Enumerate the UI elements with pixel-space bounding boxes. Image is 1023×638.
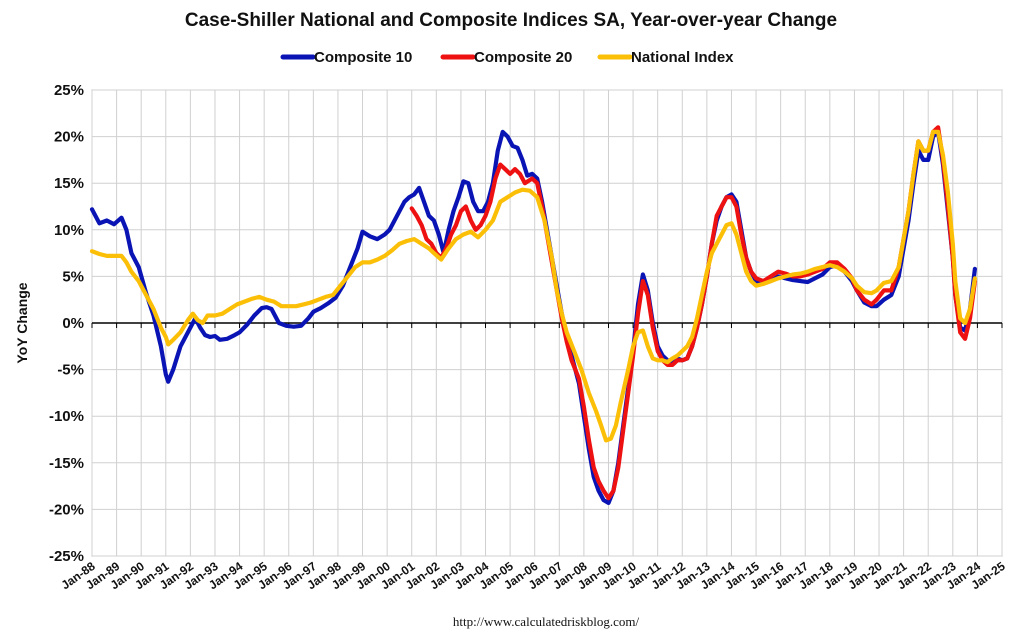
y-tick-label: -25% xyxy=(49,548,84,565)
zero-axis-group xyxy=(91,322,1003,328)
legend-label: Composite 10 xyxy=(314,49,412,66)
source-url: http://www.calculatedriskblog.com/ xyxy=(453,614,640,629)
series-line-2 xyxy=(409,125,977,501)
y-tick-label: 0% xyxy=(62,315,84,332)
chart-title: Case-Shiller National and Composite Indi… xyxy=(185,10,837,31)
legend: Composite 10 Composite 20 National Index xyxy=(280,49,734,66)
y-tick-label: -20% xyxy=(49,501,84,518)
series-layer xyxy=(89,125,977,505)
y-axis-label: YoY Change xyxy=(14,282,30,363)
y-tick-label: 10% xyxy=(54,222,84,239)
y-axis-ticks: 25% 20% 15% 10% 5% 0% -5% -10% -15% -20% -25% xyxy=(49,82,84,565)
y-tick-label: -10% xyxy=(49,408,84,425)
legend-label: Composite 20 xyxy=(474,49,572,66)
legend-label: National Index xyxy=(631,49,734,66)
y-tick-label: 20% xyxy=(54,129,84,146)
y-tick-label: 15% xyxy=(54,175,84,192)
y-tick-label: -5% xyxy=(57,362,84,379)
series-line-3 xyxy=(89,129,977,443)
y-tick-label: 5% xyxy=(62,268,84,285)
y-tick-label: -15% xyxy=(49,455,84,472)
y-tick-label: 25% xyxy=(54,82,84,99)
